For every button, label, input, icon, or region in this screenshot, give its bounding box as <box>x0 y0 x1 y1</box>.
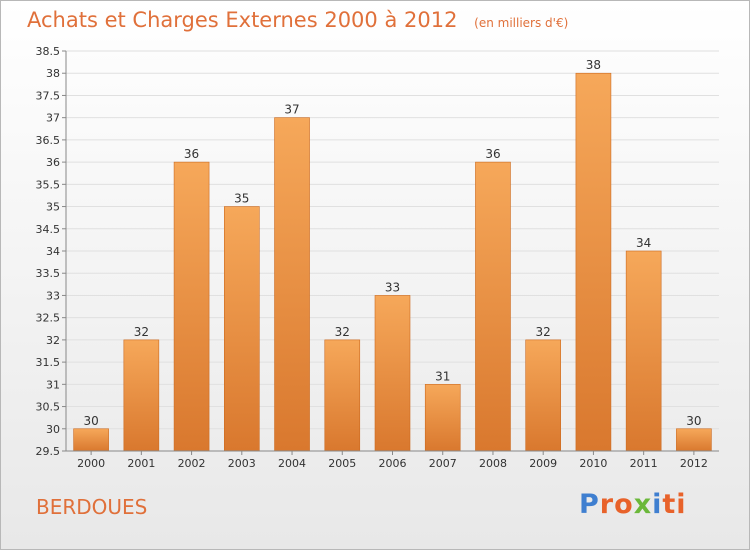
y-tick-label: 32.5 <box>36 312 61 325</box>
data-label: 36 <box>485 147 500 161</box>
logo-letter: r <box>599 489 615 520</box>
y-tick-label: 33 <box>46 289 60 302</box>
y-tick-label: 34.5 <box>36 223 61 236</box>
place-name: BERDOUES <box>36 495 148 519</box>
y-tick-label: 36 <box>46 156 60 169</box>
x-tick-label: 2006 <box>379 457 407 470</box>
y-tick-label: 37 <box>46 112 60 125</box>
bar-2009 <box>525 339 561 452</box>
x-tick-label: 2011 <box>630 457 658 470</box>
y-tick-label: 34 <box>46 245 60 258</box>
bar-2005 <box>324 339 361 452</box>
bar-2008 <box>475 161 511 452</box>
x-tick-label: 2012 <box>680 457 708 470</box>
y-tick-label: 32 <box>46 334 60 347</box>
bar-2011 <box>625 250 662 452</box>
data-label: 30 <box>83 414 98 428</box>
axis-layer: 29.5 30 30.5 31 31.5 32 32.5 33 33.5 34 34.5 35 35.5… <box>36 45 719 470</box>
y-tick-label: 37.5 <box>36 89 61 102</box>
logo-letter: o <box>614 489 634 520</box>
x-tick-label: 2003 <box>228 457 256 470</box>
x-tick-label: 2004 <box>278 457 306 470</box>
data-label: 36 <box>184 147 199 161</box>
data-label: 34 <box>636 236 651 250</box>
y-tick-label: 38 <box>46 67 60 80</box>
chart-title: Achats et Charges Externes 2000 à 2012 (… <box>27 8 568 32</box>
y-tick-label: 29.5 <box>36 445 61 458</box>
logo-letter: P <box>579 489 600 520</box>
bar-2001 <box>123 339 160 452</box>
bar-2012 <box>676 428 712 452</box>
x-tick-label: 2005 <box>328 457 356 470</box>
bar-layer: 30 32 36 35 37 32 33 31 36 32 38 34 30 <box>73 58 712 452</box>
bar-2006 <box>374 295 411 452</box>
y-tick-label: 35.5 <box>36 178 61 191</box>
y-tick-label: 35 <box>46 201 60 214</box>
proxiti-logo: Proxiti <box>579 489 687 520</box>
data-label: 30 <box>686 414 701 428</box>
data-label: 37 <box>284 103 299 117</box>
bar-2002 <box>173 161 210 452</box>
y-tick-label: 30.5 <box>36 401 61 414</box>
bar-2000 <box>73 428 109 452</box>
data-label: 35 <box>234 192 249 206</box>
logo-letter: x <box>633 489 653 520</box>
x-tick-label: 2009 <box>529 457 557 470</box>
x-tick-label: 2010 <box>579 457 607 470</box>
chart-title-text: Achats et Charges Externes 2000 à 2012 <box>27 8 458 32</box>
bar-2004 <box>274 117 310 452</box>
x-tick-label: 2001 <box>127 457 155 470</box>
data-label: 38 <box>586 58 601 72</box>
y-tick-label: 33.5 <box>36 267 61 280</box>
x-tick-label: 2008 <box>479 457 507 470</box>
logo-letter: t <box>662 489 677 520</box>
bar-2007 <box>424 384 461 452</box>
x-tick-label: 2007 <box>429 457 457 470</box>
data-label: 33 <box>385 280 400 294</box>
y-tick-label: 31 <box>46 378 60 391</box>
logo-letter: i <box>652 489 663 520</box>
y-tick-label: 31.5 <box>36 356 61 369</box>
data-label: 32 <box>134 325 149 339</box>
x-tick-label: 2002 <box>178 457 206 470</box>
chart-subtitle: (en milliers d'€) <box>474 16 569 30</box>
bar-2010 <box>575 72 612 452</box>
logo-letter: i <box>676 489 687 520</box>
x-tick-label: 2000 <box>77 457 105 470</box>
bar-2003 <box>224 206 260 452</box>
y-tick-label: 36.5 <box>36 134 61 147</box>
data-label: 32 <box>536 325 551 339</box>
y-tick-label: 30 <box>46 423 60 436</box>
data-label: 31 <box>435 369 450 383</box>
data-label: 32 <box>335 325 350 339</box>
y-tick-label: 38.5 <box>36 45 61 58</box>
